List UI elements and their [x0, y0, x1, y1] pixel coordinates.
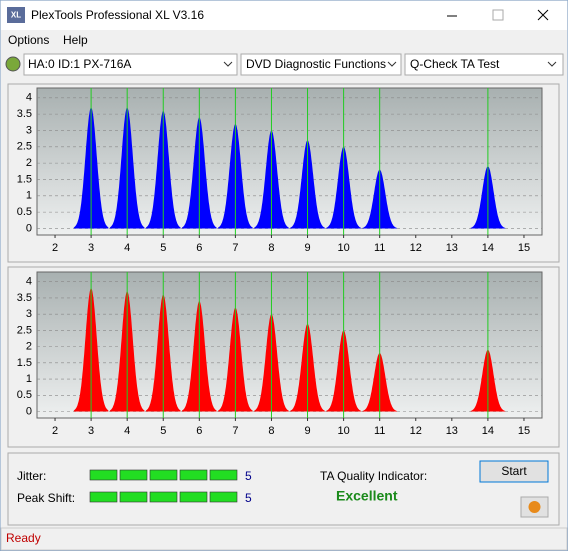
- plot-area: [36, 271, 543, 419]
- y-tick-label: 3.5: [17, 108, 32, 120]
- x-tick-label: 13: [446, 242, 458, 254]
- function-select[interactable]: [240, 53, 402, 76]
- y-tick-label: 0.5: [17, 206, 32, 218]
- x-tick-label: 15: [518, 425, 530, 437]
- level-segment: [209, 469, 238, 481]
- y-tick-label: 3: [26, 124, 32, 136]
- y-tick-label: 1.5: [17, 357, 32, 369]
- x-tick-label: 11: [374, 242, 385, 254]
- x-tick-label: 2: [52, 242, 58, 254]
- y-tick-label: 4: [26, 92, 32, 104]
- x-tick-label: 6: [196, 425, 202, 437]
- y-tick-label: 0: [26, 222, 32, 234]
- test-select[interactable]: [404, 53, 564, 76]
- x-tick-label: 3: [88, 242, 94, 254]
- start-text: Start: [501, 464, 527, 478]
- peak-shift-value: 5: [245, 491, 252, 505]
- x-tick-label: 8: [268, 425, 274, 437]
- title-bar: [1, 1, 567, 30]
- test-text: Q-Check TA Test: [410, 57, 500, 71]
- function-text: DVD Diagnostic Functions: [246, 57, 386, 71]
- x-tick-label: 7: [232, 242, 238, 254]
- x-tick-label: 10: [337, 425, 349, 437]
- x-tick-label: 12: [410, 425, 422, 437]
- drive-text: HA:0 ID:1 PX-716A: [28, 57, 131, 71]
- level-segment: [89, 469, 118, 481]
- level-segment: [209, 491, 238, 503]
- dropdown-arrow: [223, 61, 233, 67]
- dropdown-arrow: [387, 61, 397, 67]
- level-segment: [149, 491, 178, 503]
- x-tick-label: 3: [88, 425, 94, 437]
- x-tick-label: 13: [446, 425, 458, 437]
- y-tick-label: 4: [26, 276, 32, 288]
- x-tick-label: 4: [124, 242, 130, 254]
- indicator-value: Excellent: [336, 488, 398, 504]
- x-tick-label: 5: [160, 242, 166, 254]
- y-tick-label: 3: [26, 308, 32, 320]
- dropdown-arrow: [547, 61, 557, 67]
- y-tick-label: 2.5: [17, 141, 32, 153]
- status-bar: [0, 527, 568, 551]
- level-segment: [119, 491, 148, 503]
- status-text: Ready: [6, 531, 41, 545]
- window-title: PlexTools Professional XL V3.16: [31, 8, 204, 22]
- indicator-label: TA Quality Indicator:: [320, 469, 427, 483]
- level-segment: [119, 469, 148, 481]
- app-icon-text: XL: [11, 11, 21, 20]
- start-button[interactable]: [479, 460, 549, 483]
- results-panel: [7, 452, 560, 526]
- x-tick-label: 7: [232, 425, 238, 437]
- y-tick-label: 1.5: [17, 173, 32, 185]
- x-tick-label: 9: [304, 242, 310, 254]
- x-tick-label: 10: [337, 242, 349, 254]
- y-tick-label: 1: [26, 373, 32, 385]
- x-tick-label: 6: [196, 242, 202, 254]
- info-icon: [528, 501, 541, 513]
- jitter-value: 5: [245, 469, 252, 483]
- x-tick-label: 2: [52, 425, 58, 437]
- x-tick-label: 14: [482, 425, 494, 437]
- y-tick-label: 0.5: [17, 389, 32, 401]
- x-tick-label: 8: [268, 242, 274, 254]
- x-tick-label: 12: [410, 242, 422, 254]
- level-segment: [149, 469, 178, 481]
- level-segment: [179, 469, 208, 481]
- close[interactable]: [537, 9, 549, 21]
- drive-icon: [5, 56, 21, 72]
- maximize[interactable]: [492, 9, 504, 21]
- level-segment: [179, 491, 208, 503]
- drive-select[interactable]: [23, 53, 238, 76]
- jitter-label: Jitter:: [17, 469, 46, 483]
- y-tick-label: 2: [26, 341, 32, 353]
- y-tick-label: 2.5: [17, 324, 32, 336]
- plot-area: [36, 87, 543, 236]
- y-tick-label: 0: [26, 405, 32, 417]
- menu-item[interactable]: Help: [63, 33, 88, 47]
- y-tick-label: 2: [26, 157, 32, 169]
- x-tick-label: 5: [160, 425, 166, 437]
- peak-shift-label: Peak Shift:: [17, 491, 75, 505]
- x-tick-label: 15: [518, 242, 530, 254]
- y-tick-label: 3.5: [17, 292, 32, 304]
- x-tick-label: 9: [304, 425, 310, 437]
- app-icon: [7, 7, 25, 23]
- menu-item[interactable]: Options: [8, 33, 49, 47]
- x-tick-label: 14: [482, 242, 494, 254]
- x-tick-label: 4: [124, 425, 130, 437]
- level-segment: [89, 491, 118, 503]
- y-tick-label: 1: [26, 190, 32, 202]
- x-tick-label: 11: [374, 425, 385, 437]
